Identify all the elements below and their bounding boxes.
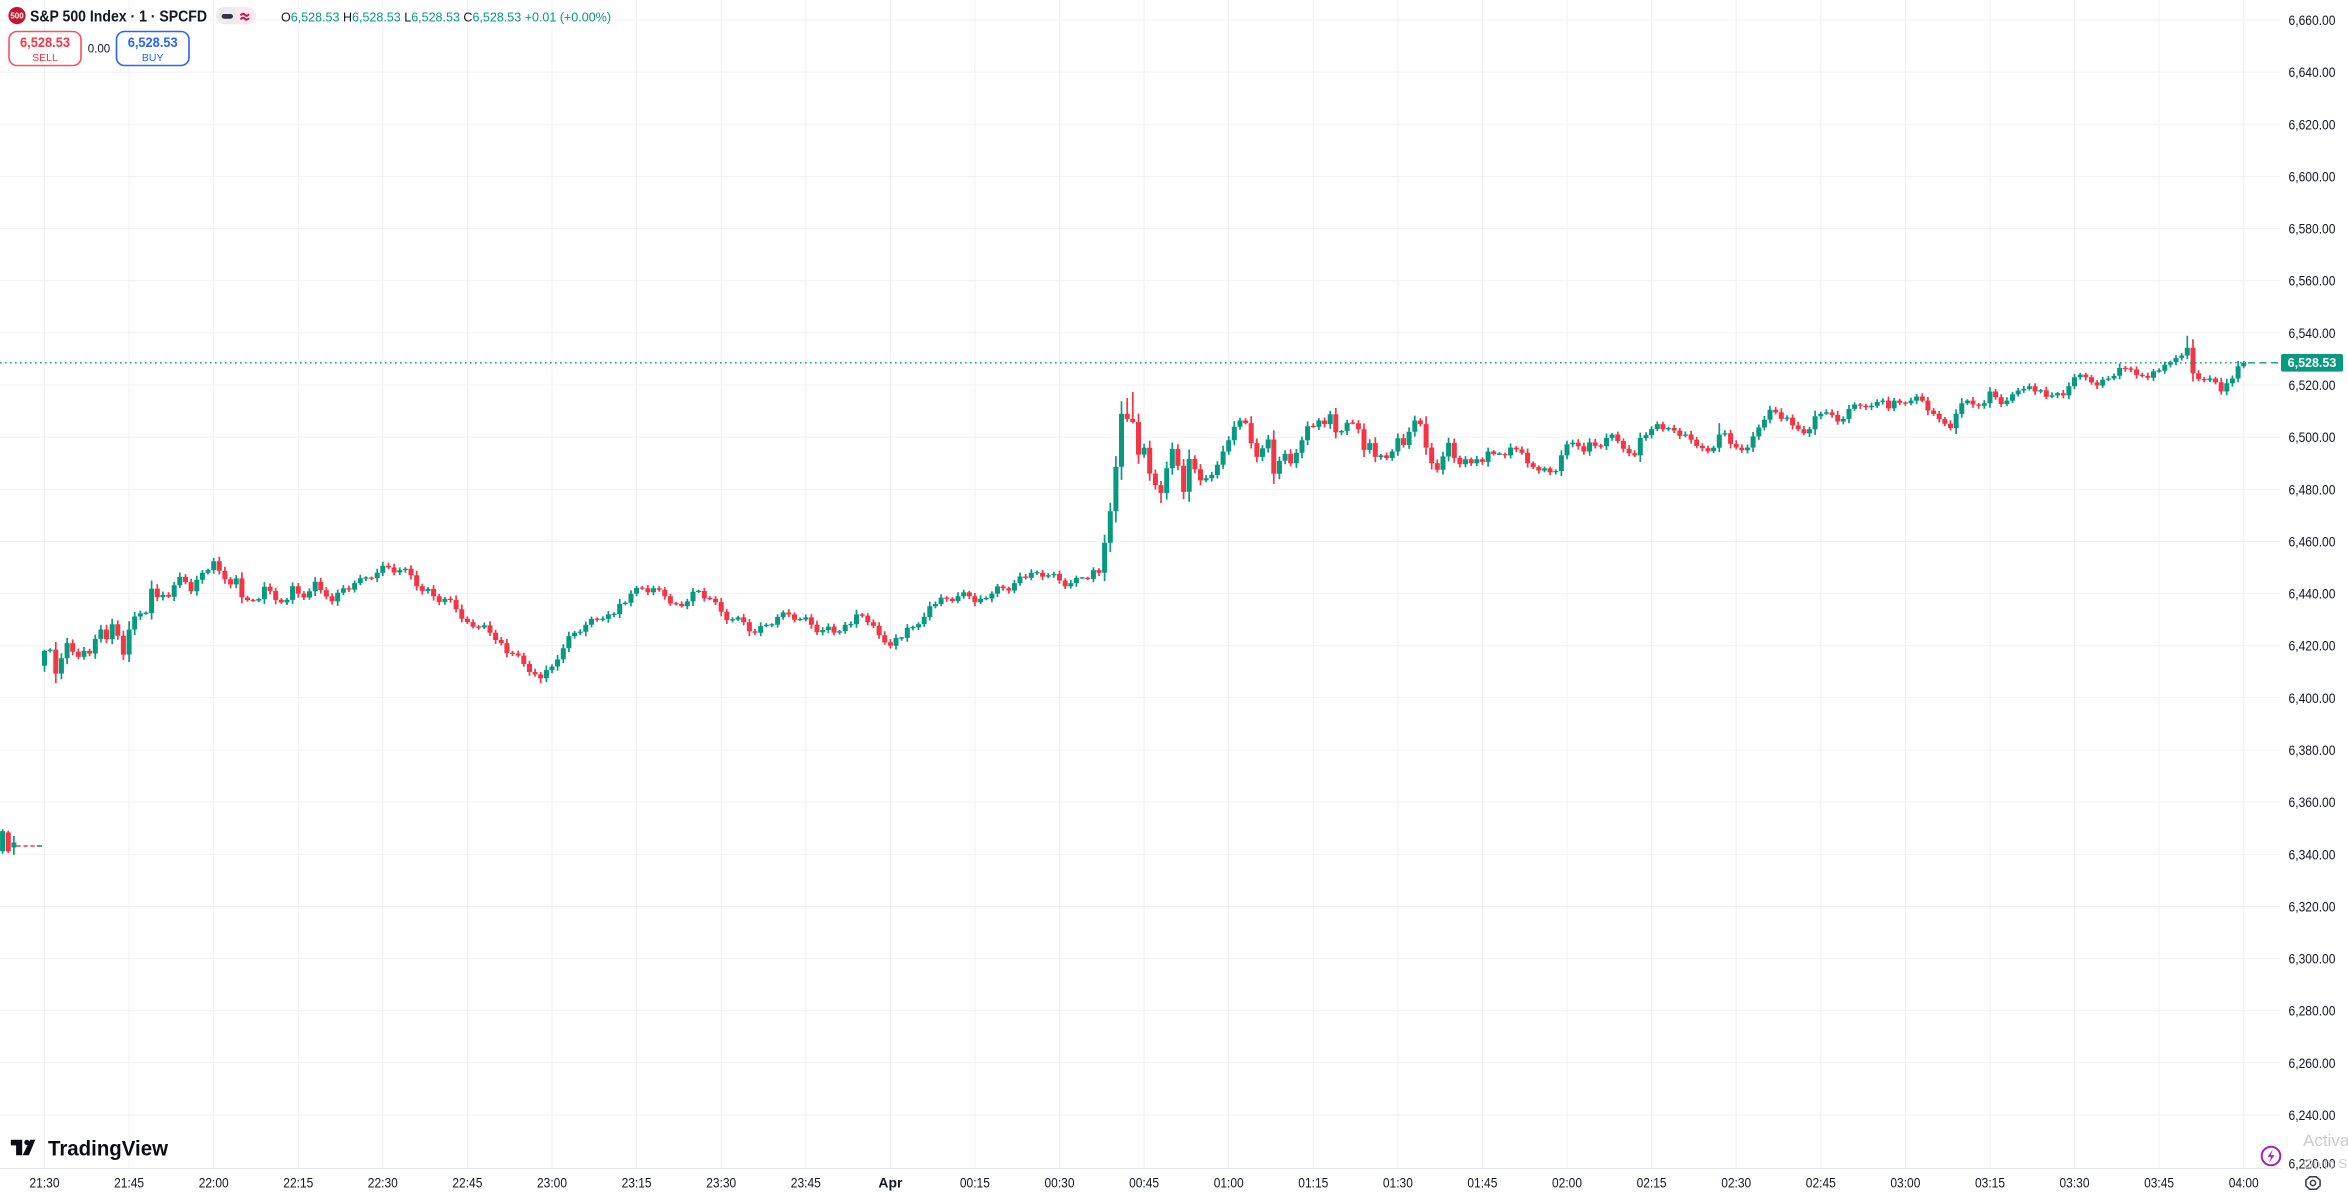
svg-text:6,260.00: 6,260.00: [2289, 1056, 2336, 1071]
svg-text:02:30: 02:30: [1721, 1176, 1751, 1191]
svg-text:23:30: 23:30: [706, 1176, 736, 1191]
svg-text:6,280.00: 6,280.00: [2289, 1004, 2336, 1019]
svg-text:22:15: 22:15: [283, 1176, 313, 1191]
svg-text:03:30: 03:30: [2060, 1176, 2090, 1191]
svg-text:01:15: 01:15: [1298, 1176, 1328, 1191]
svg-text:6,528.53: 6,528.53: [2288, 356, 2337, 370]
svg-text:Go to Settings to activate Win: Go to Settings to activate Windows.: [2303, 1156, 2348, 1171]
svg-text:6,220.00: 6,220.00: [2289, 1157, 2336, 1172]
svg-text:6,460.00: 6,460.00: [2289, 534, 2336, 549]
svg-text:23:45: 23:45: [791, 1176, 821, 1191]
svg-text:01:00: 01:00: [1214, 1176, 1244, 1191]
svg-text:6,400.00: 6,400.00: [2289, 691, 2336, 706]
svg-text:6,340.00: 6,340.00: [2289, 847, 2336, 862]
svg-text:01:45: 01:45: [1467, 1176, 1497, 1191]
svg-text:00:30: 00:30: [1045, 1176, 1075, 1191]
svg-text:23:00: 23:00: [537, 1176, 567, 1191]
svg-text:6,500.00: 6,500.00: [2289, 430, 2336, 445]
svg-text:03:00: 03:00: [1890, 1176, 1920, 1191]
svg-text:04:00: 04:00: [2229, 1176, 2259, 1191]
svg-text:Activate Windows: Activate Windows: [2303, 1131, 2348, 1150]
svg-text:6,300.00: 6,300.00: [2289, 952, 2336, 967]
svg-text:00:45: 00:45: [1129, 1176, 1159, 1191]
svg-text:23:15: 23:15: [622, 1176, 652, 1191]
svg-text:6,440.00: 6,440.00: [2289, 587, 2336, 602]
svg-text:Apr: Apr: [878, 1176, 903, 1191]
svg-text:0.00: 0.00: [88, 44, 110, 56]
svg-text:6,620.00: 6,620.00: [2289, 117, 2336, 132]
svg-text:02:45: 02:45: [1806, 1176, 1836, 1191]
svg-text:6,360.00: 6,360.00: [2289, 795, 2336, 810]
svg-text:02:00: 02:00: [1552, 1176, 1582, 1191]
svg-text:6,560.00: 6,560.00: [2289, 274, 2336, 289]
svg-text:22:30: 22:30: [368, 1176, 398, 1191]
svg-text:22:45: 22:45: [452, 1176, 482, 1191]
svg-text:6,528.53: 6,528.53: [128, 35, 178, 50]
svg-text:6,420.00: 6,420.00: [2289, 639, 2336, 654]
svg-text:6,540.00: 6,540.00: [2289, 326, 2336, 341]
svg-text:00:15: 00:15: [960, 1176, 990, 1191]
svg-text:6,480.00: 6,480.00: [2289, 482, 2336, 497]
svg-text:21:30: 21:30: [30, 1176, 60, 1191]
svg-text:03:45: 03:45: [2144, 1176, 2174, 1191]
svg-text:6,240.00: 6,240.00: [2289, 1108, 2336, 1123]
svg-text:6,580.00: 6,580.00: [2289, 222, 2336, 237]
svg-text:TradingView: TradingView: [48, 1137, 169, 1160]
svg-text:6,600.00: 6,600.00: [2289, 169, 2336, 184]
svg-text:03:15: 03:15: [1975, 1176, 2005, 1191]
svg-text:21:45: 21:45: [114, 1176, 144, 1191]
svg-text:500: 500: [10, 12, 24, 21]
svg-text:6,320.00: 6,320.00: [2289, 899, 2336, 914]
svg-text:BUY: BUY: [142, 52, 164, 64]
svg-text:6,528.53: 6,528.53: [20, 35, 70, 50]
svg-text:6,380.00: 6,380.00: [2289, 743, 2336, 758]
svg-text:6,520.00: 6,520.00: [2289, 378, 2336, 393]
svg-text:02:15: 02:15: [1637, 1176, 1667, 1191]
svg-text:6,640.00: 6,640.00: [2289, 65, 2336, 80]
svg-text:01:30: 01:30: [1383, 1176, 1413, 1191]
svg-text:O6,528.53 H6,528.53 L6,528.53: O6,528.53 H6,528.53 L6,528.53 C6,528.53 …: [281, 10, 611, 25]
svg-text:SELL: SELL: [32, 52, 58, 64]
svg-text:6,660.00: 6,660.00: [2289, 13, 2336, 28]
svg-text:S&P 500 Index · 1 · SPCFD: S&P 500 Index · 1 · SPCFD: [30, 9, 207, 26]
svg-text:22:00: 22:00: [199, 1176, 229, 1191]
